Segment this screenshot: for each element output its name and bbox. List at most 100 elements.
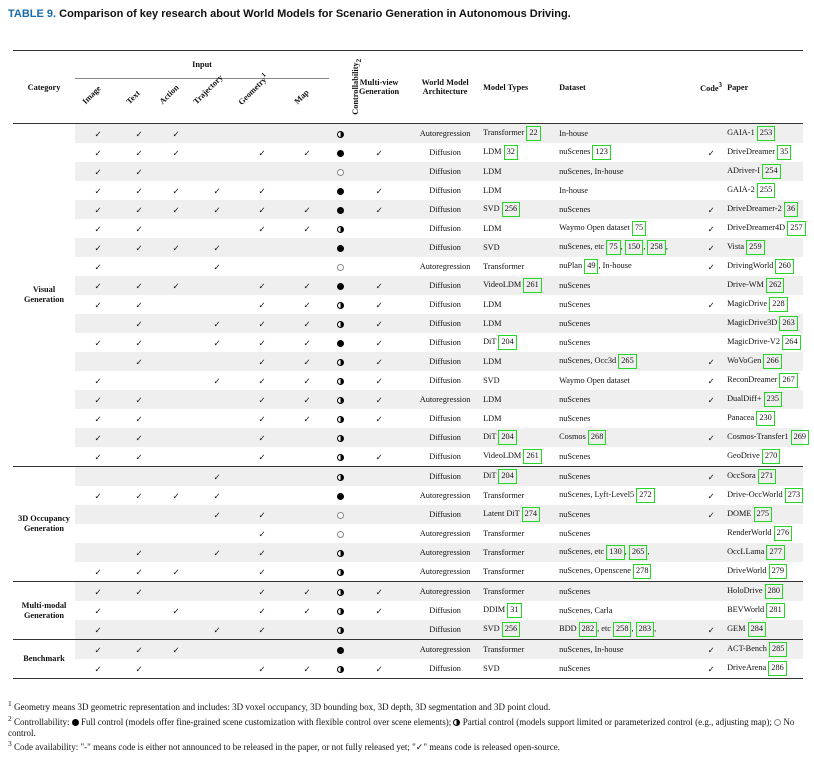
- paper-cell: Drive-OccWorld 273: [727, 486, 804, 505]
- model-type-cell: Latent DiT 274: [483, 505, 560, 524]
- input-act-cell: ✓: [157, 200, 195, 219]
- multiview-cell: [351, 123, 408, 143]
- controllability-cell: [329, 601, 351, 620]
- model-type-cell: Transformer: [483, 543, 560, 562]
- control-partial-icon: [336, 453, 344, 461]
- model-type-ref: 31: [507, 603, 522, 618]
- input-map-cell: [285, 162, 330, 181]
- input-map-cell: ✓: [285, 581, 330, 601]
- model-type-cell: LDM: [483, 390, 560, 409]
- paper-ref: 284: [747, 622, 767, 637]
- model-type-cell: Transformer 22: [483, 123, 560, 143]
- multiview-cell: [351, 543, 408, 562]
- input-txt-cell: [121, 505, 157, 524]
- paper-cell: DrivingWorld 260: [727, 257, 803, 276]
- category-cell: Multi-modal Generation: [13, 581, 75, 640]
- architecture-cell: Diffusion: [429, 148, 461, 157]
- input-act-cell: [157, 162, 195, 181]
- table-row: ✓ ✓ ✓ ✓ ✓ Diffusion LDM nuScenes Panacea 230: [13, 409, 803, 428]
- controllability-cell: [329, 486, 351, 505]
- input-geo-cell: ✓: [239, 620, 285, 640]
- code-cell: ✓: [695, 620, 728, 640]
- paper-ref: 279: [768, 564, 788, 579]
- category-cell: 3D Occupancy Generation: [13, 466, 75, 582]
- code-cell: [695, 601, 727, 620]
- no-control-icon: [774, 719, 782, 727]
- model-type-ref: 204: [498, 335, 517, 350]
- dataset-ref: 75: [631, 221, 647, 236]
- header-model-types: Model Types: [483, 50, 560, 124]
- dataset-ref: 268: [587, 430, 607, 445]
- control-partial-icon: [336, 568, 344, 576]
- input-map-cell: ✓: [285, 314, 330, 333]
- input-txt-cell: [121, 601, 157, 620]
- controllability-cell: [329, 447, 351, 467]
- multiview-cell: [351, 257, 407, 276]
- control-full-icon: [336, 492, 344, 500]
- input-trj-cell: ✓: [213, 338, 221, 348]
- header-architecture: World Model Architecture: [407, 50, 484, 124]
- table-row: ✓ ✓ ✓ ✓ ✓ Autoregression LDM nuScenes ✓ DualDif…: [13, 390, 804, 409]
- model-type-cell: Transformer: [483, 262, 525, 271]
- architecture-cell: Diffusion: [429, 414, 461, 423]
- table-row: ✓ ✓ ✓ ✓ ✓ Diffusion SVD nuScenes ✓ DriveArena 2…: [13, 659, 804, 679]
- input-trj-cell: [195, 390, 239, 409]
- paper-cell: BEVWorld 281: [727, 601, 803, 620]
- multiview-cell: ✓: [375, 186, 383, 196]
- multiview-cell: ✓: [375, 300, 383, 310]
- dataset-cell: Waymo Open dataset: [559, 376, 630, 385]
- input-act-cell: ✓: [157, 238, 195, 257]
- paper-ref: 275: [753, 507, 773, 522]
- input-map-cell: ✓: [303, 338, 311, 348]
- control-partial-icon: [336, 415, 344, 423]
- input-act-cell: [157, 371, 195, 390]
- table-row: ✓ ✓ ✓ Diffusion DiT 204 Cosmos 268 ✓ Cosmos-Tra…: [13, 428, 810, 447]
- dataset-cell: BDD 282, etc 258, 283,: [559, 620, 696, 640]
- input-act-cell: [157, 314, 195, 333]
- input-trj-cell: [195, 524, 239, 543]
- input-txt-cell: [121, 524, 157, 543]
- category-cell: Visual Generation: [13, 123, 75, 467]
- table-row: ✓ ✓ ✓ ✓ ✓ ✓ Diffusion LDM 32 nuScenes 123 ✓ DriveD…: [13, 143, 803, 162]
- model-type-cell: LDM: [483, 224, 502, 233]
- model-type-cell: Transformer: [483, 491, 525, 500]
- input-trj-cell: ✓: [195, 238, 239, 257]
- controllability-cell: [329, 200, 352, 219]
- input-img-cell: ✓: [75, 276, 121, 295]
- multiview-cell: [351, 162, 408, 181]
- dataset-ref: 49: [584, 259, 599, 274]
- architecture-cell: Diffusion: [407, 314, 484, 333]
- architecture-cell: Autoregression: [419, 491, 471, 500]
- table-caption: TABLE 9. Comparison of key research abou…: [8, 8, 571, 20]
- code-cell: ✓: [707, 300, 715, 310]
- architecture-cell: Diffusion: [429, 300, 461, 309]
- architecture-cell: Diffusion: [429, 606, 461, 615]
- input-img-cell: ✓: [94, 414, 102, 424]
- input-txt-cell: ✓: [135, 186, 143, 196]
- code-cell: [695, 447, 727, 467]
- input-map-cell: [285, 524, 329, 543]
- input-act-cell: [157, 505, 195, 524]
- code-cell: ✓: [695, 352, 728, 371]
- input-act-cell: ✓: [172, 186, 180, 196]
- input-img-cell: ✓: [94, 606, 102, 616]
- input-geo-cell: [239, 238, 285, 257]
- paper-ref: 235: [763, 392, 783, 407]
- architecture-cell: Diffusion: [407, 276, 484, 295]
- input-trj-cell: [195, 219, 239, 238]
- input-trj-cell: [195, 162, 239, 181]
- model-type-ref: 274: [521, 507, 541, 522]
- paper-cell: MagicDrive 228: [727, 295, 803, 314]
- dataset-cell: nuScenes, Carla: [559, 606, 613, 615]
- control-full-icon: [336, 187, 344, 195]
- paper-cell: ACT-Bench 285: [727, 639, 804, 659]
- paper-ref: 273: [784, 488, 804, 503]
- input-trj-cell: ✓: [213, 491, 221, 501]
- input-map-cell: [285, 639, 330, 659]
- paper-ref: 270: [761, 449, 781, 464]
- input-act-cell: [157, 333, 195, 352]
- input-trj-cell: [195, 428, 239, 447]
- input-act-cell: [157, 447, 195, 467]
- multiview-cell: ✓: [375, 414, 383, 424]
- code-cell: [695, 123, 728, 143]
